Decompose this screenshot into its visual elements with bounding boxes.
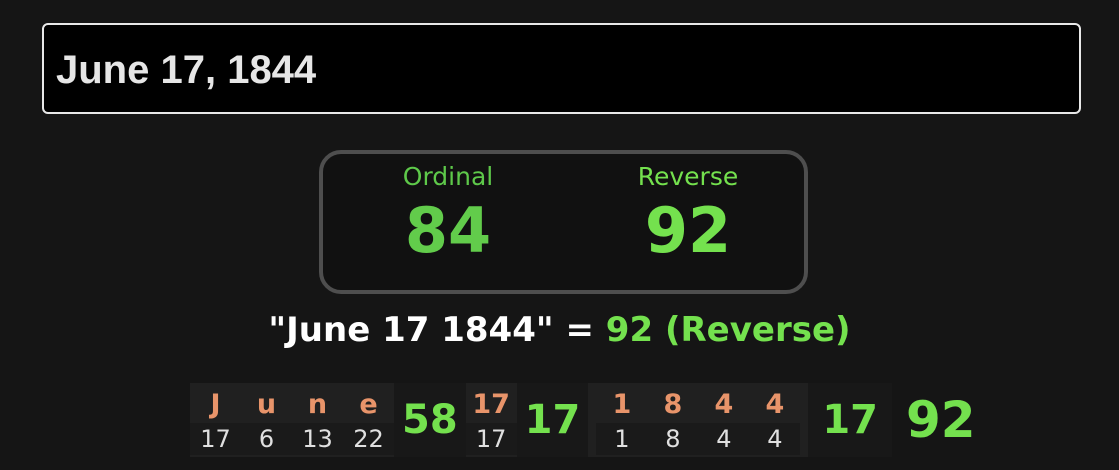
char-value: 17 — [190, 423, 241, 455]
char-value: 6 — [241, 423, 292, 455]
ordinal-label: Ordinal — [402, 162, 494, 191]
char: e — [359, 389, 378, 420]
summary-phrase: "June 17 1844" — [268, 310, 554, 350]
char-value: 8 — [647, 423, 699, 455]
day-cell: 17 17 — [465, 383, 517, 457]
char: 4 — [765, 389, 785, 420]
char-value: 4 — [749, 423, 801, 455]
day-sum: 17 — [516, 383, 589, 457]
summary-cipher: (Reverse) — [664, 310, 851, 350]
date-input[interactable]: June 17, 1844 — [42, 23, 1081, 114]
char: 4 — [714, 389, 734, 420]
char-value: 13 — [292, 423, 343, 455]
results-box: Ordinal 84 Reverse 92 — [319, 150, 808, 294]
month-letters: J 17 u 6 n 13 e 22 — [190, 383, 394, 457]
char: n — [307, 389, 328, 420]
reverse-value: 92 — [644, 194, 732, 267]
char-value: 1 — [596, 423, 648, 455]
char-value: 4 — [698, 423, 750, 455]
summary-value: 92 — [605, 310, 654, 350]
ordinal-result: Ordinal 84 — [348, 162, 548, 271]
month-cell: J 17 — [190, 383, 241, 457]
char: 8 — [663, 389, 683, 420]
month-sum: 58 — [394, 383, 466, 457]
ordinal-value: 84 — [404, 194, 492, 267]
year-sum: 17 — [808, 383, 893, 457]
summary-line: "June 17 1844" = 92 (Reverse) — [0, 310, 1119, 350]
char: 17 — [472, 389, 510, 420]
char-value: 22 — [343, 423, 394, 455]
reverse-result: Reverse 92 — [588, 162, 788, 271]
char: u — [256, 389, 277, 420]
reverse-label: Reverse — [637, 162, 739, 191]
char: J — [210, 389, 221, 420]
day-digits: 17 17 — [465, 383, 517, 457]
month-cell: e 22 — [343, 383, 394, 457]
total-value: 92 — [906, 391, 976, 449]
summary-equals: = — [565, 310, 594, 350]
month-cell: n 13 — [292, 383, 343, 457]
char-value: 17 — [465, 423, 517, 455]
char: 1 — [612, 389, 632, 420]
